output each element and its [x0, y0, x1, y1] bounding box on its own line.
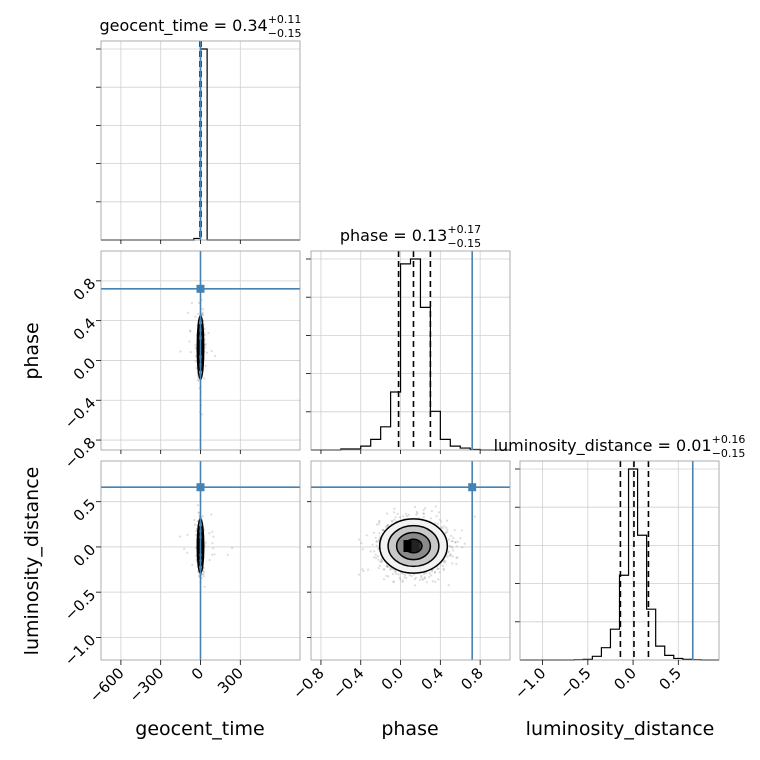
- y-tick-label: 0.8: [70, 274, 100, 304]
- x-tick-label: 0.8: [457, 664, 487, 694]
- x-tick-label: −300: [126, 664, 168, 706]
- scatter-panel-phase-vs-geocent_time: [100, 250, 301, 451]
- panel-frame: [310, 250, 511, 451]
- y-tick-label: −0.4: [61, 394, 99, 432]
- y-tick-label: −0.5: [61, 586, 99, 624]
- scatter-panel-luminosity_distance-vs-phase: [310, 460, 511, 661]
- title-lower-error: −0.15: [268, 27, 302, 40]
- panel-background: [520, 461, 719, 660]
- density-peak: [403, 540, 412, 553]
- x-tick-label: −0.5: [556, 664, 594, 702]
- x-axis-label-geocent_time: geocent_time: [135, 718, 264, 740]
- histogram-panel-luminosity_distance: [515, 460, 720, 661]
- y-axis-label-luminosity_distance: luminosity_distance: [21, 467, 43, 656]
- truth-marker: [196, 284, 205, 293]
- panel-frame: [519, 460, 720, 661]
- x-tick-label: 0.0: [378, 664, 408, 694]
- x-tick-label: 0.0: [610, 664, 640, 694]
- truth-marker: [196, 483, 205, 492]
- title-median: luminosity_distance = 0.01: [494, 436, 712, 456]
- x-tick-label: 0: [188, 664, 207, 683]
- contour-line: [395, 531, 432, 561]
- y-tick-label: 0.5: [70, 495, 100, 525]
- title-upper-error: +0.16: [712, 433, 746, 446]
- panel-background: [311, 251, 510, 450]
- y-tick-label: 0.4: [70, 314, 100, 344]
- y-tick-label: −0.8: [61, 434, 99, 472]
- y-tick-label: −1.0: [61, 631, 99, 669]
- panel-frame: [310, 460, 511, 661]
- x-tick-label: −0.8: [289, 664, 327, 702]
- x-tick-label: −0.4: [329, 664, 367, 702]
- x-tick-label: −1.0: [511, 664, 549, 702]
- histogram-title-phase: phase = 0.13+0.17 −0.15: [340, 223, 481, 250]
- scatter-panel-luminosity_distance-vs-geocent_time: [100, 460, 301, 661]
- histogram-step-phase: [311, 258, 510, 451]
- title-upper-error: +0.11: [268, 13, 302, 26]
- x-axis-label-luminosity_distance: luminosity_distance: [526, 718, 715, 740]
- contour-line: [404, 538, 423, 554]
- title-lower-error: −0.15: [447, 237, 481, 250]
- histogram-title-luminosity_distance: luminosity_distance = 0.01+0.16 −0.15: [494, 433, 746, 460]
- contour-line: [378, 518, 449, 574]
- y-tick-label: 0.0: [70, 541, 100, 571]
- histogram-panel-phase: [306, 250, 511, 451]
- histogram-title-geocent_time: geocent_time = 0.34+0.11 −0.15: [100, 13, 302, 40]
- y-tick-label: 0.0: [70, 354, 100, 384]
- x-tick-label: −600: [86, 664, 128, 706]
- title-median: phase = 0.13: [340, 226, 447, 245]
- x-tick-label: 0.5: [656, 664, 686, 694]
- x-axis-label-phase: phase: [381, 718, 438, 740]
- scatter-points: [358, 505, 476, 587]
- title-lower-error: −0.15: [712, 447, 746, 460]
- y-axis-label-phase: phase: [21, 322, 43, 379]
- x-tick-label: 0.4: [418, 664, 448, 694]
- contour-line: [387, 524, 440, 568]
- x-tick-label: 300: [214, 664, 247, 697]
- title-upper-error: +0.17: [447, 223, 481, 236]
- histogram-panel-geocent_time: [96, 40, 301, 241]
- density-peak: [411, 540, 420, 553]
- title-median: geocent_time = 0.34: [100, 16, 268, 36]
- truth-marker: [468, 483, 477, 492]
